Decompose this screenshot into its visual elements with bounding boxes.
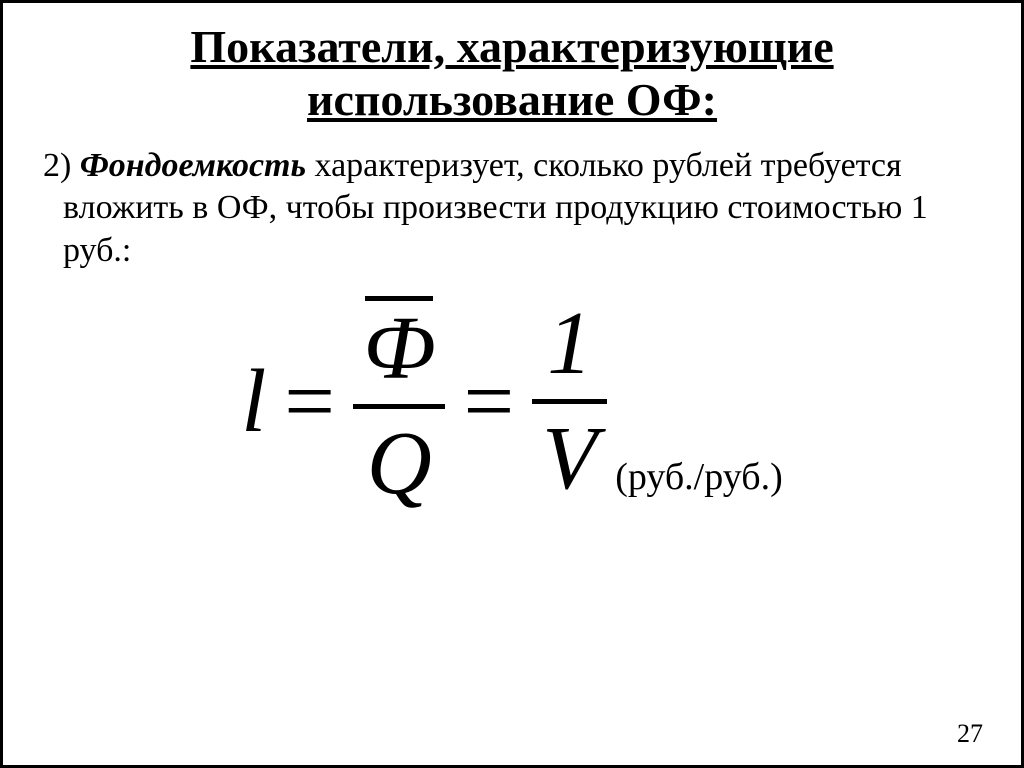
slide-title: Показатели, характеризующие использовани…: [43, 21, 981, 127]
fraction1-denominator: Q: [357, 415, 442, 513]
fraction1-numerator: Ф: [353, 290, 445, 398]
body-paragraph: 2) Фондоемкость характеризует, сколько р…: [43, 145, 981, 273]
formula-block: l = Ф Q = 1 V (руб./руб.): [43, 290, 981, 513]
equals-sign-2: =: [463, 357, 514, 447]
fraction-1-over-v: 1 V: [532, 295, 607, 508]
equals-sign-1: =: [284, 357, 335, 447]
fraction-phi-over-q: Ф Q: [353, 290, 445, 513]
title-line-2: использование ОФ:: [307, 74, 717, 125]
fraction1-bar: [353, 404, 445, 409]
fraction2-numerator: 1: [537, 295, 602, 393]
item-number: 2): [43, 147, 80, 184]
title-line-1: Показатели, характеризующие: [190, 21, 833, 72]
units-label: (руб./руб.): [615, 455, 783, 513]
fraction2-denominator: V: [532, 410, 607, 508]
slide: Показатели, характеризующие использовани…: [0, 0, 1024, 768]
page-number: 27: [957, 719, 983, 749]
phi-mean: Ф: [363, 294, 435, 394]
formula: l = Ф Q = 1 V: [241, 290, 607, 513]
fraction2-bar: [532, 399, 607, 404]
term-fondoemkost: Фондоемкость: [80, 147, 306, 184]
formula-lhs: l: [241, 357, 266, 447]
